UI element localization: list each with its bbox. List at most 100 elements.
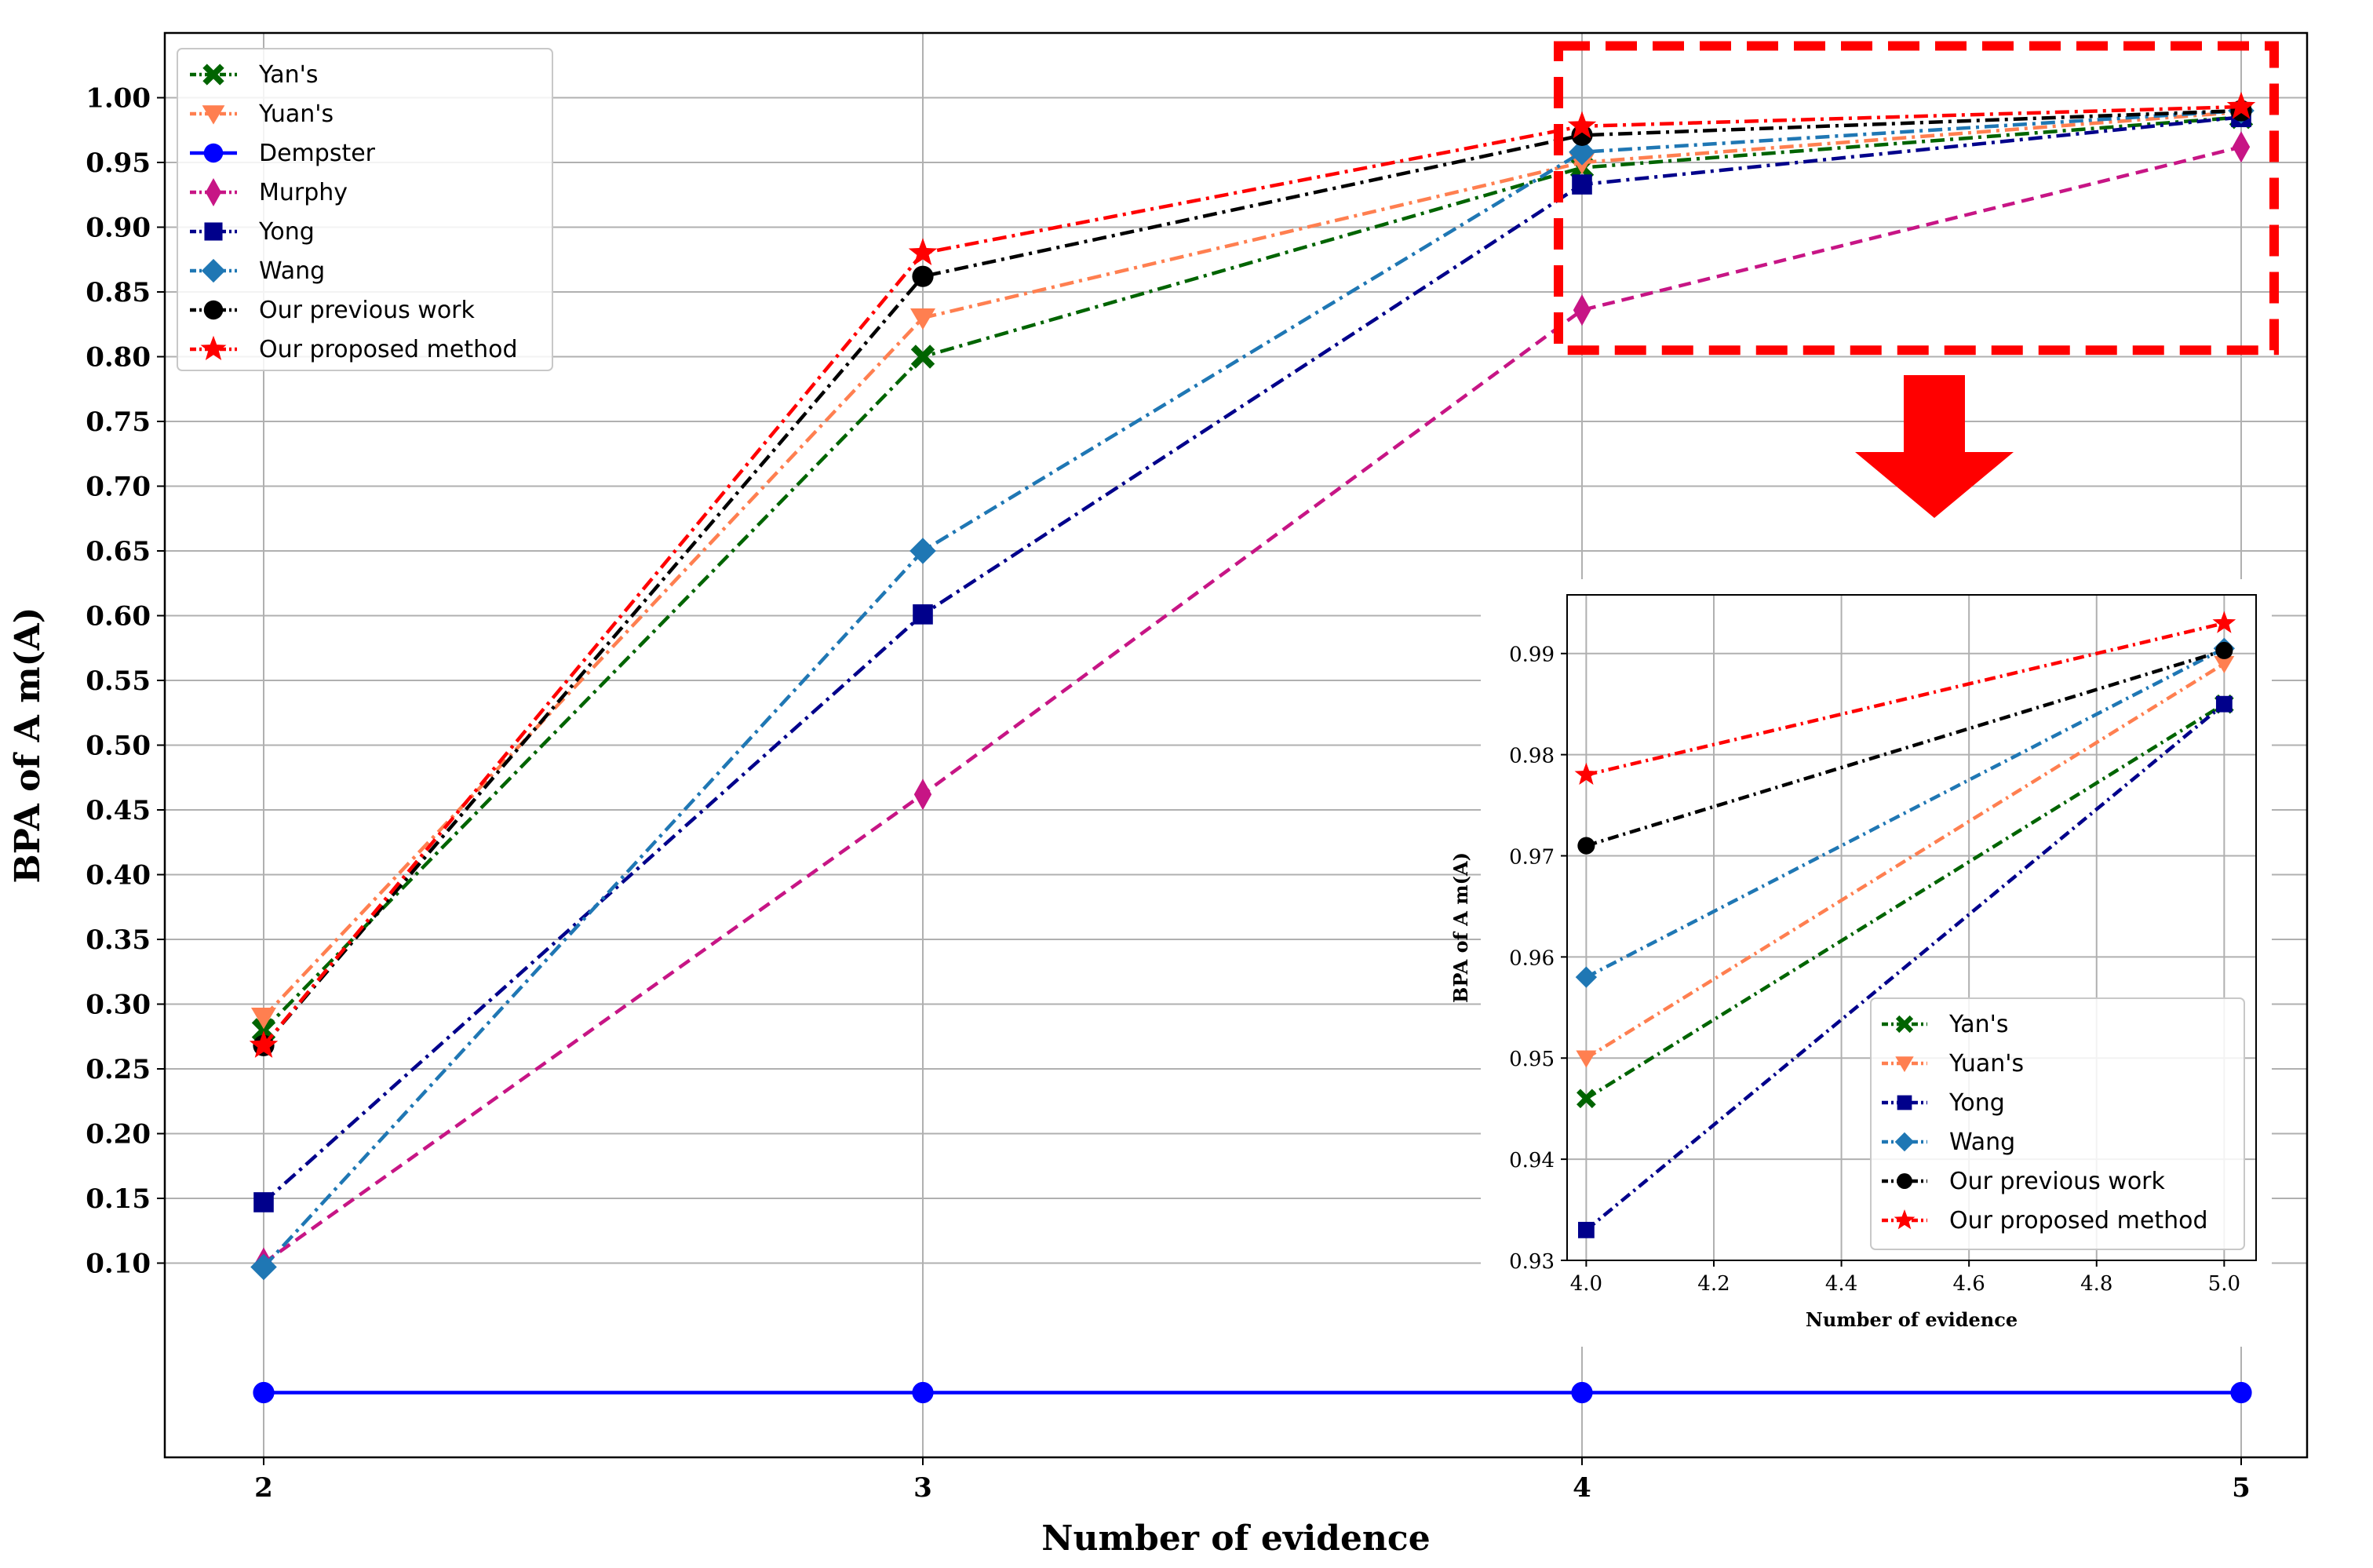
x-tick-label: 4.2 (1697, 1272, 1730, 1296)
legend-marker (1897, 1173, 1912, 1189)
data-point (253, 1381, 275, 1404)
inset-legend: Yan's Yuan's Yong Wang Our previous work Our … (1870, 997, 2245, 1250)
main-series-layer (249, 91, 2256, 1404)
inset-y-axis-label: BPA of A m(A) (1449, 852, 1472, 1003)
legend-entry: Dempster (259, 140, 376, 167)
series-line (1585, 621, 2225, 777)
legend-marker (204, 222, 223, 241)
data-point (910, 308, 935, 330)
inset-x-axis-label: Number of evidence (1806, 1308, 2018, 1331)
y-tick-label: 0.35 (86, 924, 151, 956)
y-tick-label: 0.98 (1509, 745, 1555, 768)
legend-entry: Yong (258, 218, 315, 246)
y-tick-label: 0.85 (86, 277, 151, 308)
inset-chart: 4.0 4.2 4.4 4.6 4.8 5.0 0.93 0.94 0.95 0.96 0.97 0.… (1449, 579, 2272, 1347)
data-point (912, 265, 934, 287)
y-tick-label: 0.80 (86, 342, 151, 374)
legend-marker (200, 335, 227, 360)
data-point (1567, 111, 1597, 139)
data-point (913, 604, 933, 625)
legend-marker (1895, 1056, 1914, 1073)
x-tick-label: 5 (2232, 1472, 2251, 1504)
y-tick-label: 0.90 (86, 213, 151, 244)
legend-entry: Yuan's (258, 100, 334, 128)
legend-marker (1894, 1132, 1915, 1152)
y-tick-label: 0.93 (1509, 1250, 1555, 1274)
x-tick-label: 2 (254, 1472, 273, 1504)
y-tick-label: 0.10 (86, 1249, 151, 1280)
data-point (253, 1192, 274, 1212)
legend-marker (203, 143, 224, 163)
x-tick-label: 3 (913, 1472, 932, 1504)
data-point (1572, 174, 1592, 195)
data-point (1574, 762, 1598, 786)
data-point (912, 1381, 934, 1404)
legend-box (1870, 997, 2245, 1250)
inset-axis-ticks: 4.0 4.2 4.4 4.6 4.8 5.0 0.93 0.94 0.95 0.96 0.97 0.… (1509, 644, 2240, 1296)
legend-marker (202, 64, 224, 86)
data-point (909, 538, 936, 564)
series-line (1584, 702, 2225, 1232)
x-tick-label: 4.6 (1952, 1272, 1985, 1296)
y-tick-label: 0.97 (1509, 845, 1555, 869)
y-tick-label: 1.00 (86, 83, 151, 115)
series-line (262, 115, 2242, 1204)
data-point (2215, 695, 2233, 713)
data-point (2230, 1381, 2252, 1404)
data-point (2232, 131, 2251, 163)
inset-series-layer (1574, 611, 2236, 1238)
data-point (1571, 1381, 1593, 1404)
data-point (908, 238, 938, 266)
y-tick-label: 0.70 (86, 472, 151, 503)
data-point (2212, 611, 2236, 633)
data-point (1575, 966, 1598, 988)
zoom-arrow (1855, 375, 2014, 518)
y-tick-label: 0.60 (86, 601, 151, 633)
y-tick-label: 0.95 (86, 148, 151, 179)
series-line (262, 104, 2242, 1047)
legend-entry: Wang (1949, 1129, 2015, 1156)
inset-plot-frame (1566, 594, 2257, 1261)
y-tick-label: 0.55 (86, 665, 151, 697)
data-point (251, 1008, 276, 1030)
legend-entry: Wang (259, 257, 325, 285)
zoom-annotation (1554, 41, 2279, 518)
y-tick-label: 0.75 (86, 407, 151, 438)
y-tick-label: 0.25 (86, 1054, 151, 1085)
legend-marker (1897, 1095, 1912, 1110)
data-point (1577, 1221, 1595, 1238)
data-point (1577, 837, 1595, 855)
y-tick-label: 0.65 (86, 536, 151, 567)
x-tick-label: 4 (1573, 1472, 1591, 1504)
zoom-box (1554, 41, 2279, 356)
series-line (262, 108, 2242, 1047)
legend-entry: Yan's (258, 61, 318, 89)
data-point (1577, 1088, 1596, 1109)
data-point (2215, 641, 2233, 659)
series-line (262, 145, 2242, 1265)
y-tick-label: 0.94 (1509, 1149, 1555, 1172)
legend-entry: Yuan's (1948, 1050, 2024, 1078)
legend-marker (203, 300, 224, 320)
y-tick-label: 0.99 (1509, 644, 1555, 667)
series-line (1585, 702, 2225, 1100)
legend-box (177, 48, 553, 371)
y-tick-label: 0.20 (86, 1119, 151, 1150)
data-point (1576, 1050, 1597, 1068)
data-point (2226, 91, 2256, 119)
y-tick-label: 0.30 (86, 990, 151, 1021)
series-line (262, 108, 2242, 1268)
data-point (910, 345, 935, 369)
data-point (249, 1030, 279, 1058)
data-point (2214, 655, 2235, 673)
series-line (262, 110, 2242, 1019)
main-axis-ticks: 2 3 4 5 0.10 0.15 0.20 0.25 0.30 0.35 0.40 0.45 0.50… (86, 83, 2251, 1504)
x-tick-label: 4.0 (1570, 1272, 1602, 1296)
legend-marker (201, 258, 226, 283)
x-tick-label: 5.0 (2208, 1272, 2240, 1296)
y-tick-label: 0.96 (1509, 946, 1555, 970)
main-legend: Yan's Yuan's Dempster Murphy Yong Wang Our pre… (177, 48, 553, 371)
series-line (1585, 648, 2225, 848)
legend-entry: Our proposed method (259, 336, 518, 363)
